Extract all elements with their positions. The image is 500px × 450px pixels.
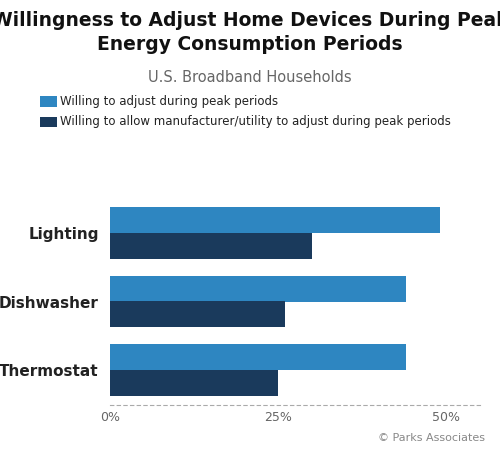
- Text: Willing to adjust during peak periods: Willing to adjust during peak periods: [60, 95, 278, 108]
- Bar: [110, 207, 440, 233]
- Bar: [110, 344, 406, 370]
- Bar: [110, 370, 278, 396]
- Text: Willing to allow manufacturer/utility to adjust during peak periods: Willing to allow manufacturer/utility to…: [60, 115, 451, 128]
- Text: U.S. Broadband Households: U.S. Broadband Households: [148, 70, 352, 85]
- Bar: [110, 233, 312, 259]
- Bar: [110, 302, 285, 328]
- Text: © Parks Associates: © Parks Associates: [378, 433, 485, 443]
- Text: Willingness to Adjust Home Devices During Peak
Energy Consumption Periods: Willingness to Adjust Home Devices Durin…: [0, 11, 500, 54]
- Bar: [110, 275, 406, 302]
